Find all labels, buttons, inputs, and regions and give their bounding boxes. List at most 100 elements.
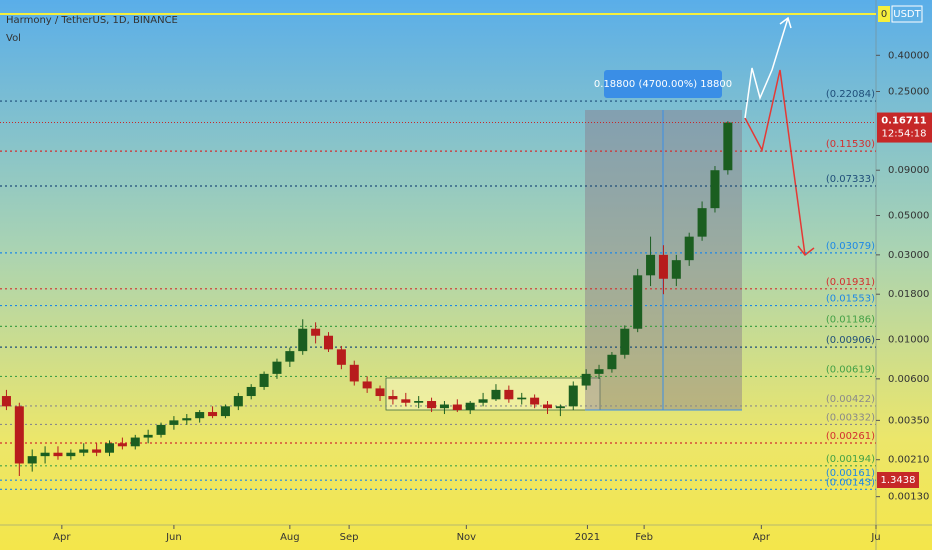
candle-body xyxy=(723,122,733,171)
candle-body xyxy=(710,170,720,209)
candle-body xyxy=(117,443,127,447)
countdown: 12:54:18 xyxy=(882,129,927,140)
candle-body xyxy=(517,397,527,400)
y-tick-label: 0.01800 xyxy=(888,289,929,300)
candle-body xyxy=(259,373,269,387)
candle-body xyxy=(130,437,140,447)
x-tick-label: Apr xyxy=(53,532,71,543)
level-label: (0.00194) xyxy=(826,454,875,465)
candle-body xyxy=(542,404,553,409)
x-tick-label: Apr xyxy=(753,532,771,543)
candle-body xyxy=(79,449,89,453)
candle-body xyxy=(169,420,179,425)
x-tick-label: Jun xyxy=(165,532,182,543)
candle-body xyxy=(336,349,346,365)
candle-body xyxy=(92,449,102,453)
forecast-down xyxy=(744,69,806,256)
candle-body xyxy=(491,389,501,400)
currency-box[interactable] xyxy=(891,5,923,23)
candle-body xyxy=(697,208,707,237)
level-label: (0.03079) xyxy=(826,241,875,252)
candle-body xyxy=(182,418,192,421)
y-tick-label: 0.01000 xyxy=(888,334,929,345)
candle-body xyxy=(323,335,334,350)
candle-body xyxy=(530,397,540,405)
forecast-up xyxy=(744,17,789,119)
candle-body xyxy=(388,396,398,400)
candle-body xyxy=(53,452,63,457)
candle-body xyxy=(143,434,153,438)
last-price: 0.16711 xyxy=(881,116,927,127)
candle-body xyxy=(40,452,50,457)
measure-tooltip xyxy=(604,70,722,98)
y-tick-label: 0.00350 xyxy=(888,415,929,426)
candle-body xyxy=(104,443,115,453)
volume-tag xyxy=(877,472,919,488)
last-price-tag xyxy=(877,112,932,143)
level-label: (0.07333) xyxy=(826,174,875,185)
candle-body xyxy=(646,254,656,276)
candle-body xyxy=(427,401,437,409)
level-label: (0.11530) xyxy=(826,139,875,150)
candle-body xyxy=(66,452,76,457)
candle-body xyxy=(375,388,385,397)
candle-body xyxy=(14,406,24,464)
candle-body xyxy=(465,402,475,411)
plot: 0.40000 0.25000 0.09000 0.05000 0.03000 0.018… xyxy=(0,50,932,543)
candle-body xyxy=(285,351,295,362)
x-tick-label: Feb xyxy=(635,532,653,543)
candle-body xyxy=(478,399,488,403)
level-label: (0.00261) xyxy=(826,431,875,442)
candle-body xyxy=(671,260,681,279)
y-tick-label: 0.00210 xyxy=(888,455,929,466)
y-tick-label: 0.00130 xyxy=(888,492,929,503)
candle-body xyxy=(452,404,462,411)
x-tick-label: Ju xyxy=(870,532,880,543)
y-tick-label: 0.00600 xyxy=(888,374,929,385)
y-tick-label: 0.09000 xyxy=(888,165,929,176)
currency[interactable]: USDT xyxy=(893,9,921,20)
candle-body xyxy=(195,412,205,419)
top-label: 0 xyxy=(881,9,887,20)
level-label: (0.01931) xyxy=(826,277,875,288)
candle-body xyxy=(568,385,578,407)
x-tick-label: Nov xyxy=(457,532,477,543)
x-tick-label: Aug xyxy=(280,532,300,543)
candle-body xyxy=(684,236,694,261)
level-label: (0.01186) xyxy=(826,314,875,325)
level-label: (0.00332) xyxy=(826,412,875,423)
candle-body xyxy=(414,401,424,403)
candle-body xyxy=(220,406,230,417)
candle-body xyxy=(362,381,372,389)
arrow-head xyxy=(779,16,792,29)
volume-last: 1.3438 xyxy=(881,475,916,486)
candle-body xyxy=(401,399,411,403)
candle-body xyxy=(607,354,617,370)
candle-body xyxy=(581,373,591,386)
candle-body xyxy=(594,369,604,374)
candle-body xyxy=(233,396,243,407)
arrow-head xyxy=(797,245,815,257)
candle-body xyxy=(1,396,11,407)
range-box xyxy=(385,377,601,411)
candle-body xyxy=(246,386,256,397)
y-tick-label: 0.03000 xyxy=(888,250,929,261)
candle-body xyxy=(504,389,514,400)
candle-body xyxy=(298,328,308,352)
top-tag xyxy=(878,6,890,22)
level-label: (0.00422) xyxy=(826,394,875,405)
level-label: (0.00906) xyxy=(826,335,875,346)
y-tick-label: 0.40000 xyxy=(888,50,929,61)
volume-title: Vol xyxy=(6,33,21,44)
candle-body xyxy=(620,328,630,355)
level-label: (0.00161) xyxy=(826,468,875,479)
candle-body xyxy=(27,456,37,464)
x-tick-label: Sep xyxy=(340,532,359,543)
level-label: (0.00143) xyxy=(826,477,875,488)
level-label: (0.01553) xyxy=(826,294,875,305)
candle-body xyxy=(272,361,282,374)
y-tick-label: 0.25000 xyxy=(888,87,929,98)
candle-body xyxy=(311,328,321,336)
